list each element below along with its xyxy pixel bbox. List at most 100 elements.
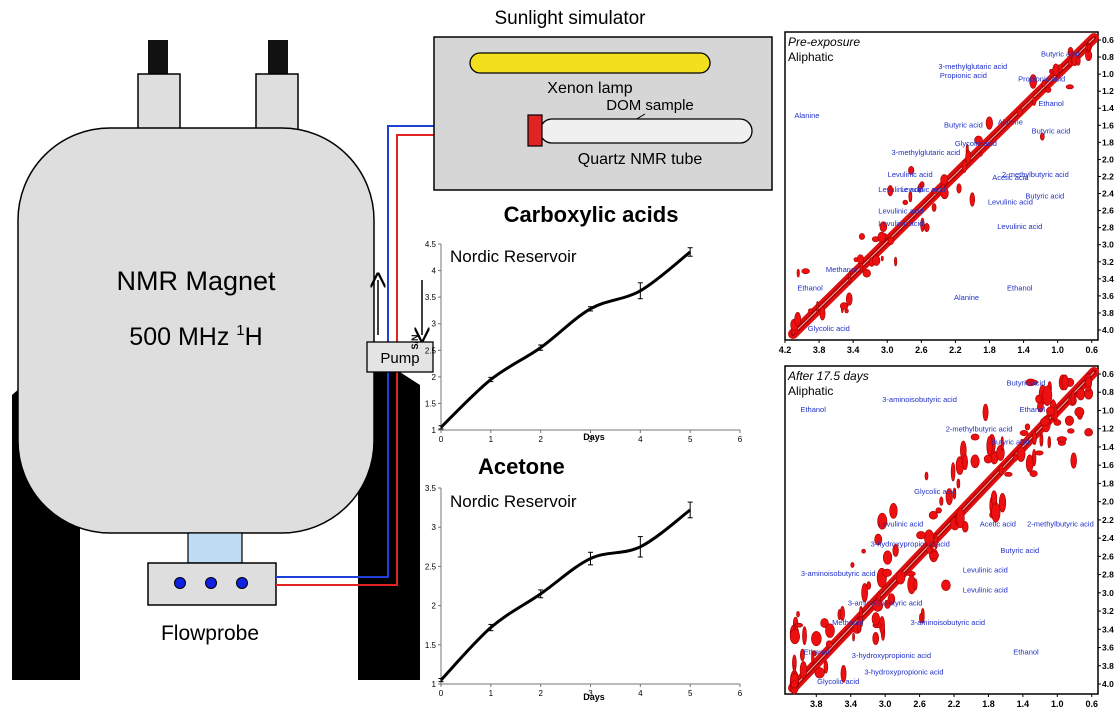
x-tick-label: 1.4 [1017, 345, 1030, 355]
flowprobe-port [236, 577, 248, 589]
y-tick-label: 3.5 [425, 484, 437, 493]
cross-peak [877, 512, 888, 530]
y-tick-label: 1.8 [1102, 478, 1114, 488]
x-tick-label: 0.6 [1085, 345, 1098, 355]
cross-peak [1032, 431, 1037, 446]
x-tick-label: 5 [688, 435, 693, 444]
cross-peak [811, 631, 822, 647]
y-tick-label: 3.6 [1102, 291, 1114, 301]
peak-annotation: Butyric acid [1000, 546, 1039, 555]
cross-peak [861, 548, 866, 554]
peak-annotation: Levulinic acid [963, 585, 1008, 594]
cross-peak [889, 503, 898, 519]
cross-peak [872, 632, 879, 645]
xenon-lamp-label: Xenon lamp [547, 80, 632, 97]
y-tick-label: 1.4 [1102, 442, 1114, 452]
peak-annotation: 2-methylbutyric acid [1002, 170, 1069, 179]
x-tick-label: 0 [439, 689, 444, 698]
cross-peak [926, 546, 933, 554]
y-tick-label: 1.2 [1102, 86, 1114, 96]
cross-peak [825, 623, 835, 638]
y-tick-label: 2 [432, 373, 437, 382]
cross-peak [940, 174, 949, 186]
cross-peak [790, 680, 798, 688]
peak-annotation: Glycolic acid [808, 324, 850, 333]
cross-peak [940, 187, 949, 200]
x-tick-label: 4.2 [779, 345, 792, 355]
peak-annotation: Levulinic acid [988, 197, 1033, 206]
cross-peak [880, 255, 884, 262]
cross-peak [982, 403, 989, 422]
chart-title: Carboxylic acids [504, 202, 679, 227]
spectrum-subtitle: Aliphatic [788, 50, 833, 64]
x-tick-label: 4 [638, 689, 643, 698]
cross-peak [1068, 57, 1072, 68]
y-tick-label: 0.8 [1102, 387, 1114, 397]
cross-peak [1087, 44, 1091, 51]
cross-peak [879, 221, 888, 233]
cross-peak [871, 612, 880, 626]
x-tick-label: 1.4 [1017, 699, 1030, 709]
carboxylic-acids-chart: Carboxylic acids Nordic Reservoir Days S… [410, 202, 743, 444]
cross-peak [1061, 374, 1069, 391]
chart-title: Acetone [478, 454, 565, 479]
magnet-right-knob [268, 40, 288, 76]
magnet-right-tower [255, 73, 299, 133]
peak-annotation: Butyric acid [1032, 127, 1071, 136]
tube-cap [527, 114, 543, 147]
peak-annotation: Levulinic acid [878, 207, 923, 216]
cross-peak [795, 622, 803, 628]
cross-peak [920, 217, 925, 232]
peak-annotation: Butyric acid [1025, 191, 1064, 200]
cross-peak [928, 511, 938, 520]
cross-peak [924, 471, 929, 481]
peak-annotation: 3-hydroxypropionic acid [864, 667, 943, 676]
peak-annotation: 3-methylglutaric acid [938, 62, 1007, 71]
magnet-left-knob [148, 40, 168, 76]
cross-peak [858, 233, 865, 240]
y-tick-label: 2.4 [1102, 533, 1114, 543]
y-tick-label: 3.0 [1102, 240, 1114, 250]
pump-box [366, 341, 434, 373]
cross-peak [952, 487, 957, 500]
cross-peak [1035, 394, 1043, 404]
cross-peak [1046, 406, 1056, 416]
x-tick-label: 1.8 [982, 699, 995, 709]
cross-peak [1041, 79, 1046, 87]
cross-peak [902, 199, 909, 205]
cross-peak [882, 568, 892, 577]
cross-peak [1067, 428, 1075, 434]
cross-peak [799, 648, 805, 662]
x-tick-label: 1 [489, 435, 494, 444]
cross-peak [1047, 436, 1051, 449]
cross-peak [1039, 432, 1044, 447]
peak-annotation: Levulinic acid [878, 219, 923, 228]
x-tick-label: 3.0 [881, 345, 894, 355]
y-axis-label: S/N [410, 587, 420, 602]
y-tick-label: 3 [432, 320, 437, 329]
cross-peak [1029, 74, 1037, 89]
cross-peak [839, 606, 845, 621]
cross-peak [956, 183, 962, 194]
series-line [439, 250, 692, 429]
cross-peak [887, 236, 895, 246]
peak-annotation: 3-hydroxypropionic acid [852, 651, 931, 660]
y-tick-label: 1.5 [425, 399, 437, 408]
cross-peak [935, 507, 942, 514]
y-tick-label: 2.5 [425, 562, 437, 571]
cross-peak [1029, 470, 1038, 477]
cross-peak [990, 490, 998, 506]
cross-peak [931, 188, 938, 195]
cross-peak [908, 190, 913, 203]
cross-peak [802, 626, 807, 645]
peak-annotation: 3-methylglutaric acid [891, 148, 960, 157]
x-tick-label: 0 [439, 435, 444, 444]
x-tick-label: 3.8 [813, 345, 826, 355]
x-tick-label: 6 [738, 689, 743, 698]
x-tick-label: 3.0 [879, 699, 892, 709]
flowprobe-port [174, 577, 186, 589]
peak-annotation: 2-methylbutyric acid [946, 425, 1013, 434]
cross-peak [913, 578, 918, 591]
cross-peak [970, 433, 980, 441]
